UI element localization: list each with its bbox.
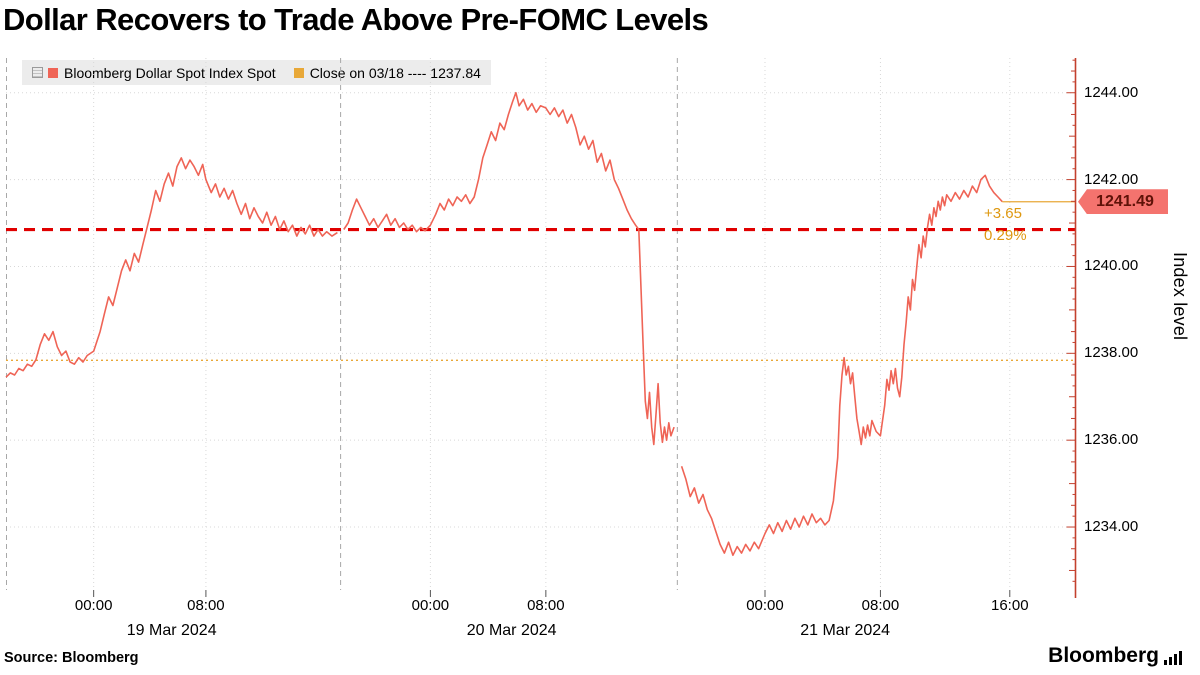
last-price-value: 1241.49 <box>1096 192 1154 210</box>
series-line <box>680 174 1003 557</box>
close-color-swatch <box>293 67 304 78</box>
series-color-swatch <box>48 67 58 78</box>
legend-item-series: Bloomberg Dollar Spot Index Spot <box>32 65 276 81</box>
source-attribution: Source: Bloomberg <box>4 650 139 666</box>
series-line <box>5 157 338 378</box>
net-change-value: +3.65 <box>984 204 1022 222</box>
y-axis-title: Index level <box>1170 252 1190 341</box>
bloomberg-bars-icon <box>1164 651 1182 668</box>
legend-item-close: Close on 03/18 ---- 1237.84 <box>293 64 481 81</box>
pct-change-value: 0.29% <box>984 226 1027 244</box>
legend-close-label: Close on 03/18 ---- 1237.84 <box>309 64 481 81</box>
chart-legend: Bloomberg Dollar Spot Index Spot Close o… <box>22 60 491 85</box>
legend-series-label: Bloomberg Dollar Spot Index Spot <box>64 64 276 81</box>
series-line <box>343 91 675 446</box>
series-type-icon <box>32 67 43 78</box>
page-title: Dollar Recovers to Trade Above Pre-FOMC … <box>3 2 709 37</box>
price-change-annotation: +3.65 0.29% <box>984 203 1027 247</box>
bloomberg-logo: Bloomberg <box>1048 644 1182 668</box>
last-price-badge: 1241.49 <box>1078 189 1168 215</box>
bloomberg-wordmark: Bloomberg <box>1048 644 1159 667</box>
